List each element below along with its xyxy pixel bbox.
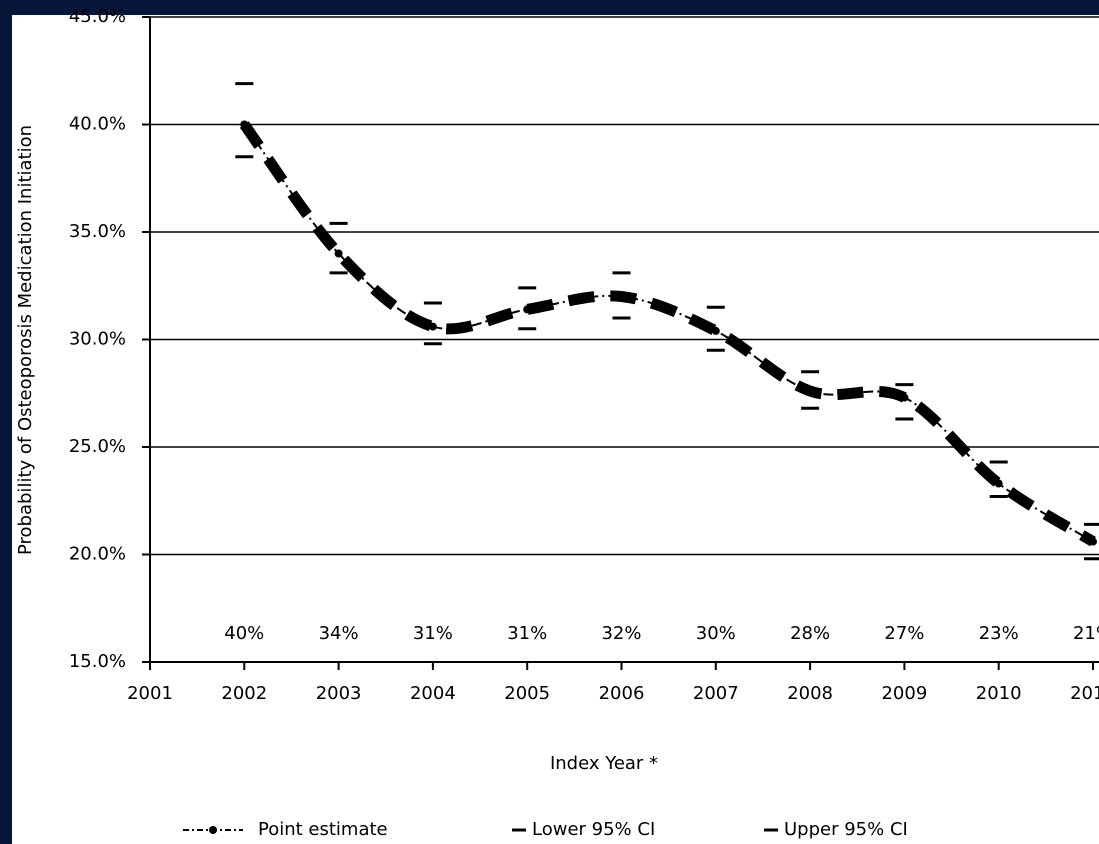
x-tick-label: 2007 bbox=[693, 683, 739, 704]
value-label: 34% bbox=[319, 623, 359, 644]
x-tick-label: 2010 bbox=[976, 683, 1022, 704]
legend-label: Lower 95% CI bbox=[532, 819, 655, 840]
y-tick-label: 15.0% bbox=[69, 651, 126, 672]
y-tick-label: 25.0% bbox=[69, 436, 126, 457]
x-tick-label: 2003 bbox=[316, 683, 362, 704]
x-tick-label: 2004 bbox=[410, 683, 456, 704]
x-tick-label: 2006 bbox=[599, 683, 645, 704]
y-tick-label: 45.0% bbox=[69, 6, 126, 27]
value-label: 32% bbox=[601, 623, 641, 644]
x-tick-label: 2001 bbox=[127, 683, 173, 704]
x-tick-label: 2009 bbox=[881, 683, 927, 704]
legend-marker bbox=[209, 826, 217, 834]
line-thick bbox=[239, 121, 1096, 547]
x-tick-label: 2008 bbox=[787, 683, 833, 704]
point bbox=[334, 249, 343, 258]
point bbox=[994, 479, 1003, 488]
point bbox=[523, 305, 532, 314]
x-tick-label: 2005 bbox=[504, 683, 550, 704]
point bbox=[240, 120, 249, 129]
y-tick-label: 20.0% bbox=[69, 544, 126, 565]
point bbox=[711, 326, 720, 335]
y-tick-label: 35.0% bbox=[69, 221, 126, 242]
point bbox=[428, 322, 437, 331]
y-tick-label: 40.0% bbox=[69, 114, 126, 135]
value-label: 30% bbox=[696, 623, 736, 644]
x-axis-label: Index Year * bbox=[550, 753, 658, 774]
value-label: 21% bbox=[1073, 623, 1099, 644]
point bbox=[1089, 537, 1097, 546]
point bbox=[806, 387, 815, 396]
y-axis-label: Probability of Osteoporosis Medication I… bbox=[15, 125, 36, 555]
point bbox=[617, 292, 626, 301]
value-label: 31% bbox=[507, 623, 547, 644]
value-label: 23% bbox=[979, 623, 1019, 644]
point bbox=[900, 393, 909, 402]
x-tick-label: 2011 bbox=[1070, 683, 1099, 704]
x-tick-label: 2002 bbox=[221, 683, 267, 704]
y-tick-label: 30.0% bbox=[69, 329, 126, 350]
value-label: 40% bbox=[224, 623, 264, 644]
value-label: 28% bbox=[790, 623, 830, 644]
value-label: 27% bbox=[884, 623, 924, 644]
legend-label: Point estimate bbox=[258, 819, 388, 840]
plot-background bbox=[12, 15, 1099, 844]
value-label: 31% bbox=[413, 623, 453, 644]
legend-label: Upper 95% CI bbox=[784, 819, 908, 840]
